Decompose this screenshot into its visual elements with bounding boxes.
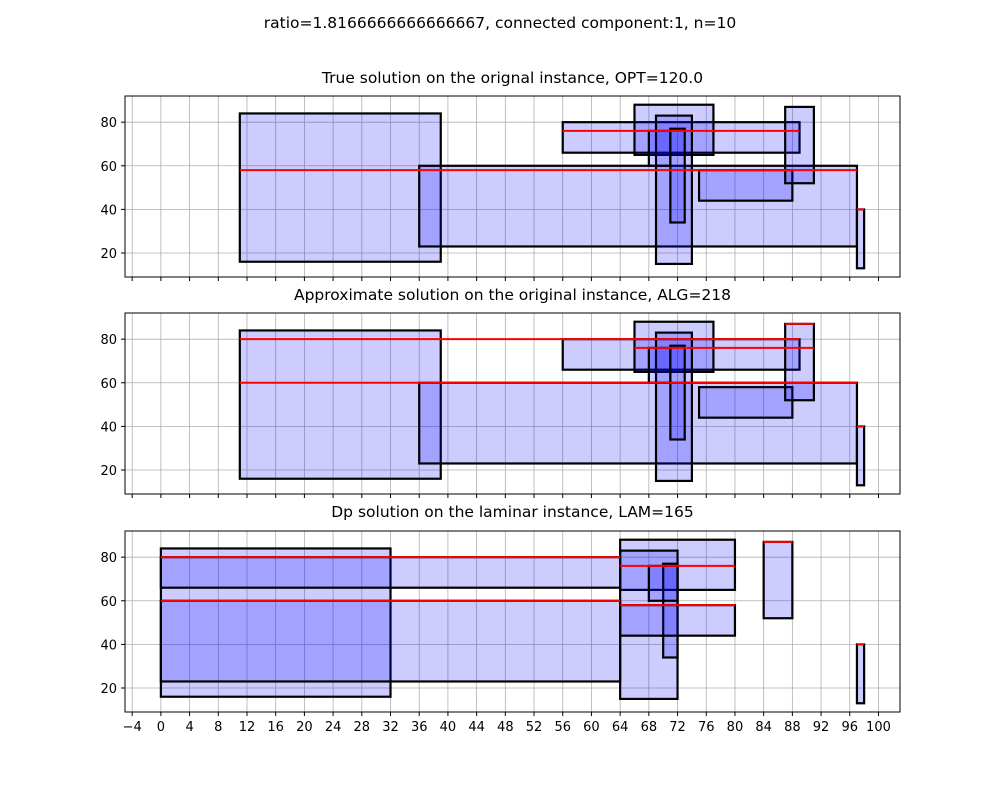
chart-panel-2: Approximate solution on the original ins… [100,286,901,498]
y-tick-label: 60 [100,377,117,392]
x-tick-label: 40 [440,720,457,735]
interval-rect [238,329,442,480]
interval-rect [669,344,686,441]
y-tick-label: 40 [100,420,117,435]
interval-rect [647,564,679,602]
x-tick-label: 56 [554,720,571,735]
interval-rect [662,562,679,659]
x-tick-label: 60 [583,720,600,735]
interval-rect [855,208,866,270]
x-tick-label: 0 [157,720,165,735]
y-tick-label: 80 [100,116,117,131]
figure-suptitle: ratio=1.8166666666666667, connected comp… [264,14,736,32]
interval-rect [561,121,801,154]
x-tick-label: 48 [497,720,514,735]
interval-rect [418,381,859,465]
interval-rect [619,604,737,637]
panel-title: True solution on the orignal instance, O… [321,69,703,87]
interval-rect [159,547,392,698]
interval-rect [855,643,866,705]
x-tick-label: 100 [866,720,891,735]
y-tick-label: 20 [100,247,117,262]
chart-panel-1: True solution on the orignal instance, O… [100,69,901,281]
x-tick-label: 88 [784,720,801,735]
x-tick-label: 84 [755,720,772,735]
axes-frame [124,530,901,713]
interval-rect [647,129,672,167]
interval-rect [561,338,801,371]
interval-rect [784,105,815,185]
x-tick-label: 36 [411,720,428,735]
y-tick-label: 80 [100,333,117,348]
x-tick-label: 24 [325,720,342,735]
x-tick-label: 80 [727,720,744,735]
x-tick-label: 52 [526,720,543,735]
x-tick-label: 72 [669,720,686,735]
axes-frame [124,312,901,495]
y-tick-label: 40 [100,203,117,218]
panel-title: Approximate solution on the original ins… [294,286,731,304]
y-tick-label: 80 [100,551,117,566]
interval-rect [159,556,622,589]
interval-rect [855,425,866,487]
interval-rect [654,114,693,266]
interval-rect [647,346,672,384]
x-tick-label: 68 [641,720,658,735]
interval-rect [784,322,815,402]
x-tick-label: 16 [267,720,284,735]
y-tick-label: 60 [100,160,117,175]
panel-title: Dp solution on the laminar instance, LAM… [331,503,694,521]
x-tick-label: 4 [185,720,193,735]
chart-panel-3: Dp solution on the laminar instance, LAM… [100,503,901,735]
x-tick-label: 32 [382,720,399,735]
interval-rect [669,127,686,224]
interval-rect [654,331,693,483]
y-tick-label: 20 [100,682,117,697]
x-tick-label: 8 [214,720,222,735]
x-tick-label: 76 [698,720,715,735]
x-tick-label: −4 [123,720,142,735]
interval-rect [418,164,859,248]
interval-rect [238,112,442,263]
x-tick-label: 12 [239,720,256,735]
axes-frame [124,95,901,278]
x-tick-label: 44 [468,720,485,735]
x-tick-label: 96 [841,720,858,735]
interval-rect [697,169,794,202]
interval-rect [762,540,794,620]
y-tick-label: 20 [100,464,117,479]
x-tick-label: 20 [296,720,313,735]
x-tick-label: 64 [612,720,629,735]
y-tick-label: 40 [100,638,117,653]
interval-rect [159,599,622,683]
interval-rect [697,386,794,419]
x-tick-label: 28 [354,720,371,735]
x-tick-label: 92 [813,720,830,735]
y-tick-label: 60 [100,595,117,610]
